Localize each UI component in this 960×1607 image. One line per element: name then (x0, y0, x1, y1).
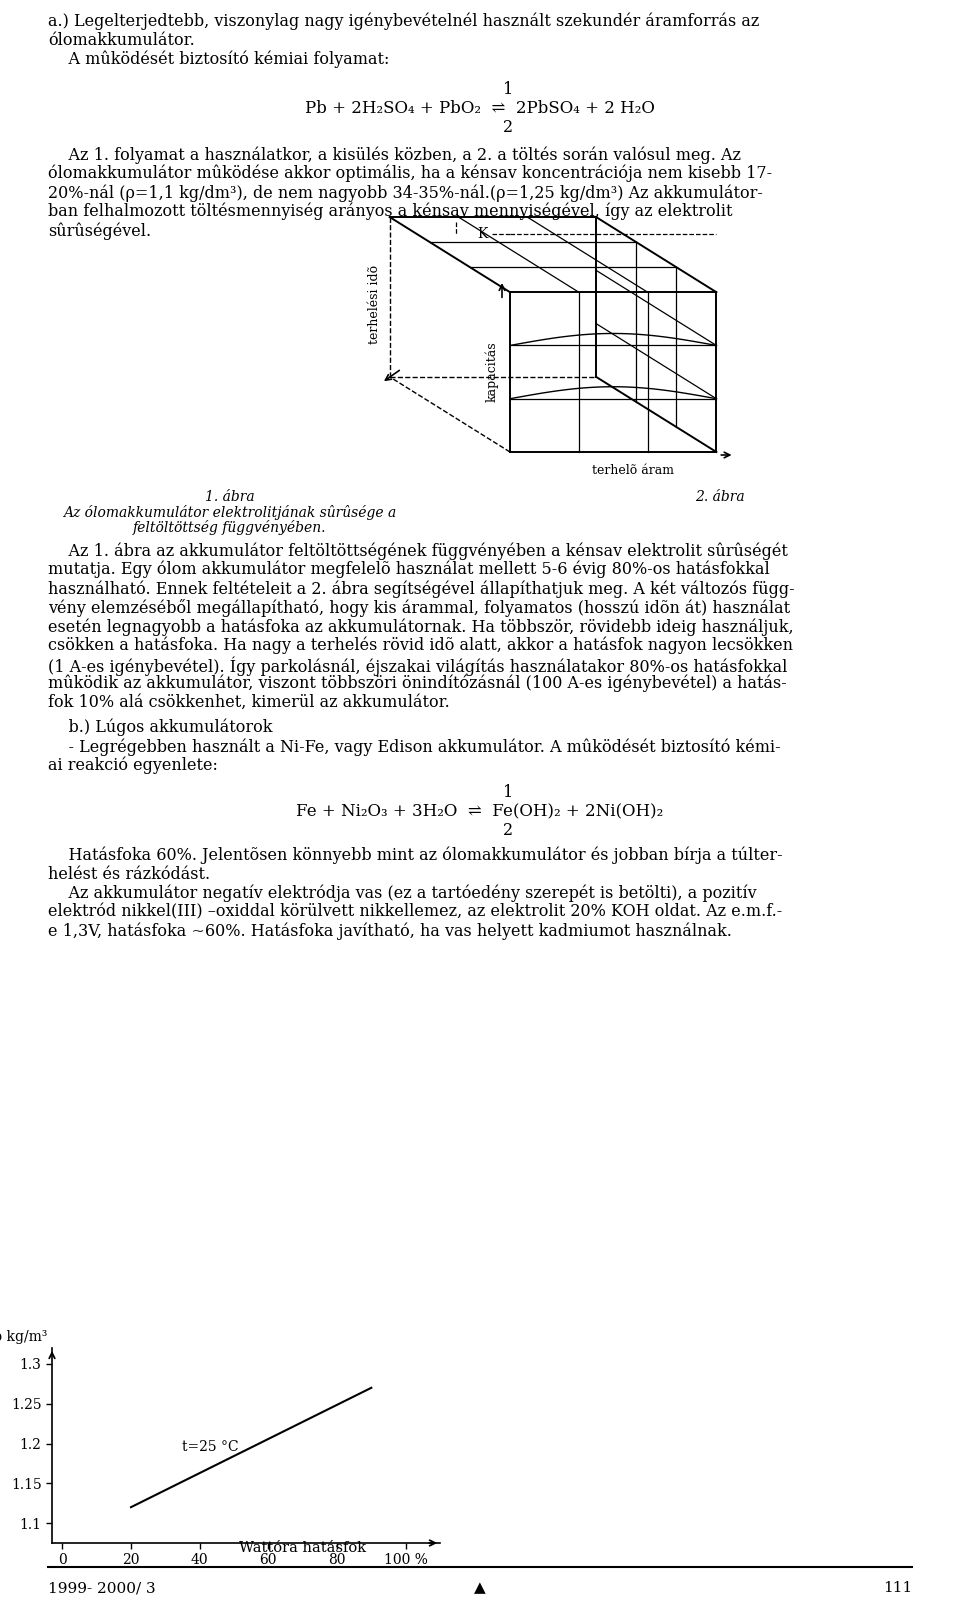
Text: ólomakkumulátor mûködése akkor optimális, ha a kénsav koncentrációja nem kisebb : ólomakkumulátor mûködése akkor optimális… (48, 166, 772, 183)
Text: b.) Lúgos akkumulátorok: b.) Lúgos akkumulátorok (48, 718, 273, 736)
Text: Pb + 2H₂SO₄ + PbO₂  ⇌  2PbSO₄ + 2 H₂O: Pb + 2H₂SO₄ + PbO₂ ⇌ 2PbSO₄ + 2 H₂O (305, 100, 655, 117)
Text: K: K (478, 227, 488, 241)
Text: helést és rázkódást.: helést és rázkódást. (48, 866, 210, 882)
Text: 2: 2 (503, 823, 513, 839)
Text: kapacitás: kapacitás (485, 342, 499, 402)
Text: vény elemzéséből megállapítható, hogy kis árammal, folyamatos (hosszú idõn át) h: vény elemzéséből megállapítható, hogy ki… (48, 599, 790, 617)
Text: Wattóra hatásfok: Wattóra hatásfok (239, 1541, 366, 1556)
Text: t=25 °C: t=25 °C (182, 1440, 239, 1454)
Text: Fe + Ni₂O₃ + 3H₂O  ⇌  Fe(OH)₂ + 2Ni(OH)₂: Fe + Ni₂O₃ + 3H₂O ⇌ Fe(OH)₂ + 2Ni(OH)₂ (297, 804, 663, 820)
Text: Az 1. ábra az akkumulátor feltöltöttségének függvényében a kénsav elektrolit sûr: Az 1. ábra az akkumulátor feltöltöttségé… (48, 542, 788, 559)
Text: elektród nikkel(III) –oxiddal körülvett nikkellemez, az elektrolit 20% KOH oldat: elektród nikkel(III) –oxiddal körülvett … (48, 903, 782, 921)
Text: csökken a hatásfoka. Ha nagy a terhelés rövid idõ alatt, akkor a hatásfok nagyon: csökken a hatásfoka. Ha nagy a terhelés … (48, 636, 793, 654)
Text: A mûködését biztosító kémiai folyamat:: A mûködését biztosító kémiai folyamat: (48, 51, 390, 69)
Text: ai reakció egyenlete:: ai reakció egyenlete: (48, 757, 218, 775)
Text: Hatásfoka 60%. Jelentõsen könnyebb mint az ólomakkumulátor és jobban bírja a túl: Hatásfoka 60%. Jelentõsen könnyebb mint … (48, 847, 782, 865)
Text: esetén legnagyobb a hatásfoka az akkumulátornak. Ha többször, rövidebb ideig has: esetén legnagyobb a hatásfoka az akkumul… (48, 619, 794, 635)
Text: a.) Legelterjedtebb, viszonylag nagy igénybevételnél használt szekundér áramforr: a.) Legelterjedtebb, viszonylag nagy igé… (48, 13, 759, 31)
Text: feltöltöttség függvényében.: feltöltöttség függvényében. (133, 521, 326, 535)
Text: terhelési idõ: terhelési idõ (368, 265, 381, 344)
Text: ρ kg/m³: ρ kg/m³ (0, 1331, 48, 1343)
Text: 1999- 2000/ 3: 1999- 2000/ 3 (48, 1581, 156, 1596)
Text: mutatja. Egy ólom akkumulátor megfelelõ használat mellett 5-6 évig 80%-os hatásf: mutatja. Egy ólom akkumulátor megfelelõ … (48, 561, 770, 579)
Text: (1 A-es igénybevétel). Így parkolásnál, éjszakai világítás használatakor 80%-os : (1 A-es igénybevétel). Így parkolásnál, … (48, 656, 787, 675)
Text: ólomakkumulátor.: ólomakkumulátor. (48, 32, 195, 48)
Text: Az akkumulátor negatív elektródja vas (ez a tartóedény szerepét is betölti), a p: Az akkumulátor negatív elektródja vas (e… (48, 885, 756, 902)
Text: használható. Ennek feltételeit a 2. ábra segítségével állapíthatjuk meg. A két v: használható. Ennek feltételeit a 2. ábra… (48, 580, 795, 598)
Text: e 1,3V, hatásfoka ~60%. Hatásfoka javítható, ha vas helyett kadmiumot használnak: e 1,3V, hatásfoka ~60%. Hatásfoka javíth… (48, 922, 732, 940)
Text: 2: 2 (503, 119, 513, 137)
Text: 20%-nál (ρ=1,1 kg/dm³), de nem nagyobb 34-35%-nál.(ρ=1,25 kg/dm³) Az akkumulátor: 20%-nál (ρ=1,1 kg/dm³), de nem nagyobb 3… (48, 183, 763, 201)
Text: 1. ábra: 1. ábra (205, 490, 254, 505)
Text: ban felhalmozott töltésmennyiség arányos a kénsav mennyiségével, így az elektrol: ban felhalmozott töltésmennyiség arányos… (48, 202, 732, 220)
Text: 1: 1 (503, 82, 514, 98)
Text: Az ólomakkumulátor elektrolitjának sûrûsége a: Az ólomakkumulátor elektrolitjának sûrûs… (63, 505, 396, 521)
Text: Az 1. folyamat a használatkor, a kisülés közben, a 2. a töltés során valósul meg: Az 1. folyamat a használatkor, a kisülés… (48, 146, 741, 164)
Text: mûködik az akkumulátor, viszont többszöri önindítózásnál (100 A-es igénybevétel): mûködik az akkumulátor, viszont többször… (48, 675, 787, 693)
Text: - Legrégebben használt a Ni-Fe, vagy Edison akkumulátor. A mûködését biztosító k: - Legrégebben használt a Ni-Fe, vagy Edi… (48, 738, 780, 755)
Text: 111: 111 (883, 1581, 912, 1596)
Text: ▲: ▲ (474, 1581, 486, 1596)
Text: fok 10% alá csökkenhet, kimerül az akkumulátor.: fok 10% alá csökkenhet, kimerül az akkum… (48, 694, 449, 710)
Text: sûrûségével.: sûrûségével. (48, 222, 151, 239)
Text: 2. ábra: 2. ábra (695, 490, 745, 505)
Text: terhelõ áram: terhelõ áram (592, 464, 674, 477)
Text: 1: 1 (503, 784, 514, 800)
